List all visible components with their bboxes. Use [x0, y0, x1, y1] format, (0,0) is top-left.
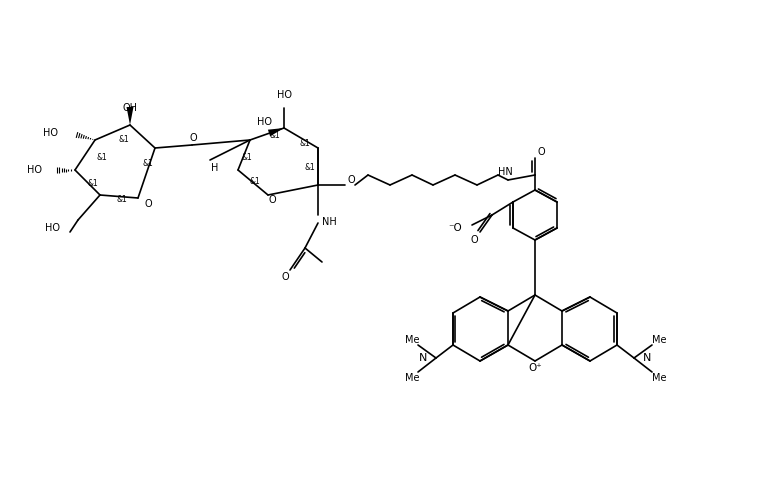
Text: NH: NH	[322, 217, 337, 227]
Text: H: H	[212, 163, 219, 173]
Text: Me: Me	[652, 335, 666, 345]
Text: &1: &1	[143, 158, 153, 168]
Text: HO: HO	[43, 128, 58, 138]
Text: O: O	[348, 175, 355, 185]
Text: O: O	[144, 199, 152, 209]
Polygon shape	[127, 107, 134, 125]
Text: Me: Me	[652, 373, 666, 383]
Text: &1: &1	[305, 164, 315, 172]
Text: HO: HO	[257, 117, 272, 127]
Text: &1: &1	[97, 154, 107, 162]
Text: O: O	[281, 272, 289, 282]
Text: O⁺: O⁺	[528, 363, 542, 373]
Text: HN: HN	[497, 167, 512, 177]
Text: Me: Me	[405, 373, 419, 383]
Text: &1: &1	[299, 139, 310, 147]
Text: &1: &1	[241, 153, 252, 161]
Text: O: O	[189, 133, 197, 143]
Text: Me: Me	[405, 335, 419, 345]
Text: ⁻O: ⁻O	[448, 223, 462, 233]
Text: HO: HO	[27, 165, 42, 175]
Text: O: O	[268, 195, 276, 205]
Polygon shape	[268, 128, 284, 136]
Text: &1: &1	[269, 130, 280, 140]
Text: HO: HO	[276, 90, 291, 100]
Text: &1: &1	[87, 179, 98, 187]
Text: N: N	[643, 353, 651, 363]
Text: N: N	[419, 353, 427, 363]
Text: &1: &1	[119, 136, 130, 144]
Text: &1: &1	[116, 196, 127, 204]
Text: O: O	[538, 147, 546, 157]
Text: HO: HO	[45, 223, 60, 233]
Text: O: O	[470, 235, 478, 245]
Text: OH: OH	[123, 103, 137, 113]
Text: &1: &1	[250, 177, 260, 186]
